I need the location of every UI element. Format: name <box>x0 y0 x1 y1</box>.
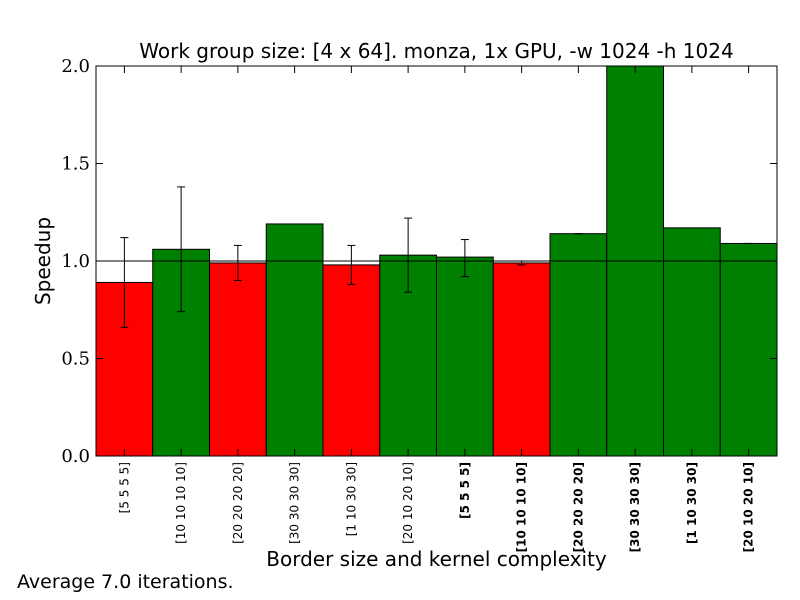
x-tick-label: [20 20 20 20] <box>231 462 245 544</box>
y-tick-label: 0.5 <box>61 349 90 370</box>
x-tick-label: [10 10 10 10] <box>515 462 529 552</box>
chart-title: Work group size: [4 x 64]. monza, 1x GPU… <box>139 39 733 63</box>
bar <box>436 256 494 457</box>
y-tick-label: 0.0 <box>61 446 90 467</box>
error-bar <box>233 244 242 281</box>
x-tick-label: [5 5 5 5] <box>117 462 131 513</box>
error-bar <box>120 237 129 328</box>
x-tick-label: [30 30 30 30] <box>288 462 302 544</box>
error-bar <box>517 260 526 266</box>
x-axis-label: Border size and kernel complexity <box>266 547 607 571</box>
footnote: Average 7.0 iterations. <box>17 571 234 593</box>
error-bar <box>404 217 413 293</box>
bar <box>663 227 721 457</box>
bar <box>265 223 324 457</box>
error-bars-group <box>120 186 753 328</box>
bar <box>719 242 778 457</box>
x-tick-label: [1 10 30 30] <box>685 462 699 544</box>
x-tick-label: [10 10 10 10] <box>174 462 188 544</box>
error-bar <box>347 244 356 285</box>
bar <box>492 262 551 457</box>
error-bar <box>460 239 469 278</box>
x-tick-label: [1 10 30 30] <box>344 462 358 536</box>
x-tick-label: [20 20 20 20] <box>571 462 585 552</box>
y-tick-label: 2.0 <box>61 56 90 77</box>
bar <box>209 262 267 457</box>
x-tick-label: [20 10 20 10] <box>401 462 415 544</box>
x-tick-label: [30 30 30 30] <box>628 462 642 552</box>
y-ticks-group: 0.0 0.5 1.0 1.5 2.0 <box>61 56 777 467</box>
bar <box>322 264 381 457</box>
x-tick-label: [20 10 20 10] <box>742 462 756 552</box>
x-ticks-group: [5 5 5 5] [10 10 10 10] [20 20 20 20] [30 3… <box>117 66 756 552</box>
y-axis-label: Speedup <box>31 217 55 305</box>
error-bar <box>177 186 186 313</box>
x-tick-label: [5 5 5 5] <box>458 462 472 519</box>
y-tick-label: 1.0 <box>61 251 90 272</box>
y-tick-label: 1.5 <box>61 154 90 175</box>
bar <box>549 233 608 457</box>
